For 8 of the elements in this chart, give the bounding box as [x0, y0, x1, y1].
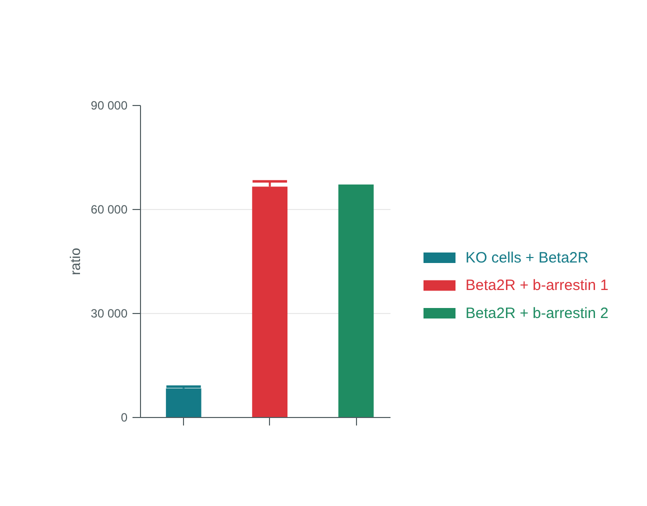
legend-label: KO cells + Beta2R	[466, 249, 589, 266]
y-tick-label: 0	[120, 410, 128, 424]
legend-label: Beta2R + b-arrestin 1	[466, 277, 608, 294]
y-tick-label: 30 000	[90, 306, 128, 320]
y-tick-label: 90 000	[90, 98, 128, 112]
y-tick-label: 60 000	[90, 202, 128, 216]
y-axis-title: ratio	[66, 248, 83, 276]
legend-label: Beta2R + b-arrestin 2	[466, 304, 608, 322]
